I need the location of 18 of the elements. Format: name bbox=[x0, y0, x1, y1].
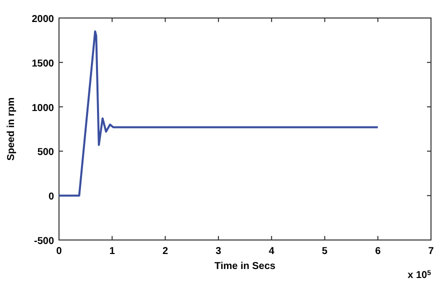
x-tick-label: 2 bbox=[162, 246, 169, 257]
text: x 10$^{5}$ bbox=[408, 270, 432, 281]
x-tick-label: 1 bbox=[109, 246, 116, 257]
y-tick-label: 500 bbox=[37, 147, 54, 158]
y-tick-label: 1500 bbox=[32, 58, 54, 70]
x-tick-label: 0 bbox=[56, 246, 62, 257]
x-tick-label: 5 bbox=[322, 246, 328, 257]
line-series bbox=[58, 30, 379, 197]
y-tick-label: -500 bbox=[34, 236, 54, 247]
x-tick-label: 4 bbox=[268, 246, 275, 257]
y-tick-label: 1000 bbox=[32, 102, 54, 114]
y-tick-label: 2000 bbox=[32, 14, 54, 25]
x-tick-label: 7 bbox=[428, 246, 434, 257]
y-tick-label: 0 bbox=[48, 192, 54, 203]
x-tick-label: 6 bbox=[375, 246, 382, 257]
x-tick-label: 3 bbox=[216, 246, 222, 257]
y-axis-title: Speed in rpm bbox=[6, 97, 17, 161]
x-axis-title: Time in Secs bbox=[214, 261, 276, 272]
